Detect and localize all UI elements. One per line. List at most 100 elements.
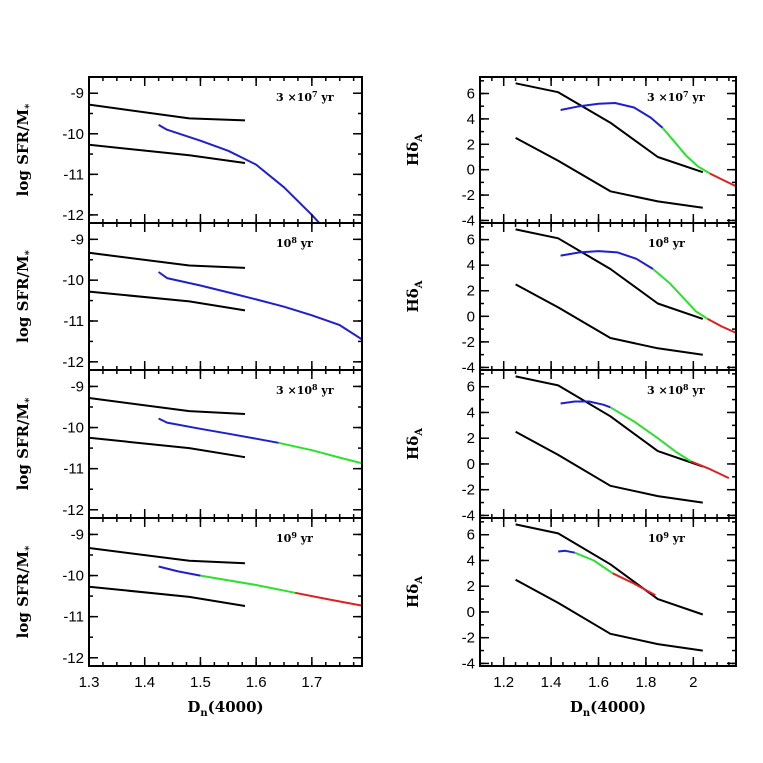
series-line-black <box>515 375 704 468</box>
y-tick-label: -9 <box>71 378 84 395</box>
series-line-red <box>709 172 736 188</box>
series-line-black <box>89 103 246 122</box>
y-axis-label: HδA <box>404 576 425 608</box>
x-tick-label: 1.6 <box>588 674 609 691</box>
y-tick-label: -10 <box>62 568 84 585</box>
series-line-black <box>515 430 703 504</box>
y-tick-label: 0 <box>467 604 475 621</box>
series-line-blue <box>158 271 362 341</box>
age-annotation: 109 yr <box>276 530 313 545</box>
series-line-red <box>690 460 730 480</box>
series-line-black <box>89 436 246 459</box>
series-line-black <box>89 547 246 565</box>
y-tick-label: -2 <box>462 482 475 499</box>
series-line-blue <box>560 250 654 270</box>
series-line-black <box>89 585 246 607</box>
x-tick-label: 2 <box>689 674 697 691</box>
age-annotation: 3 ×108 yr <box>276 382 334 397</box>
series-line-black <box>515 578 703 652</box>
panel-right-2: 6 4 2 0 -2 -4 3 ×108 yr HδA <box>404 369 737 524</box>
age-annotation: 3 ×108 yr <box>647 382 705 397</box>
y-tick-label: -2 <box>462 334 475 351</box>
y-tick-label: 0 <box>467 308 475 325</box>
panel-right-3: 6 4 2 0 -2 -4 1.2 1.4 1.6 1.8 2 109 yr HδA Dn(4000) <box>404 517 737 719</box>
y-tick-label: -9 <box>71 526 84 543</box>
y-tick-label: -10 <box>62 126 84 143</box>
y-tick-label: -11 <box>63 313 84 330</box>
plot-frame <box>88 517 363 667</box>
y-tick-label: 6 <box>467 527 475 544</box>
y-axis-label: HδA <box>404 428 425 460</box>
y-tick-label: -11 <box>63 609 84 626</box>
series-line-red <box>707 318 736 334</box>
series-line-black <box>89 290 246 312</box>
age-annotation: 108 yr <box>648 235 685 250</box>
y-tick-label: 2 <box>467 283 475 300</box>
x-axis-label: Dn(4000) <box>570 698 646 719</box>
panel-right-0: 6 4 2 0 -2 -4 3 ×107 yr HδA <box>404 76 737 229</box>
y-tick-label: -11 <box>63 461 84 478</box>
y-tick-label: -4 <box>462 359 475 376</box>
y-tick-label: -11 <box>63 166 84 183</box>
y-tick-label: 6 <box>467 86 475 103</box>
y-axis-label: HδA <box>404 134 425 166</box>
series-line-black <box>515 283 703 356</box>
series-line-green <box>609 406 692 463</box>
y-tick-label: 2 <box>467 430 475 447</box>
age-annotation: 109 yr <box>648 530 685 545</box>
x-tick-label: 1.3 <box>79 674 100 691</box>
y-tick-label: -2 <box>462 187 475 204</box>
y-axis-label: log SFR/M* <box>14 103 35 196</box>
panel-left-2: -9 -10 -11 -12 3 ×108 yr log SFR/M* <box>14 369 363 519</box>
panel-left-1: -9 -10 -11 -12 108 yr log SFR/M* <box>14 222 363 371</box>
y-tick-label: 6 <box>467 232 475 249</box>
series-line-blue <box>558 549 575 554</box>
y-axis-label: log SFR/M* <box>14 249 35 342</box>
y-axis-label: HδA <box>404 280 425 312</box>
series-line-black <box>515 137 703 209</box>
y-tick-label: -9 <box>71 231 84 248</box>
x-tick-label: 1.8 <box>635 674 656 691</box>
series-line-blue <box>560 400 611 409</box>
y-tick-label: -12 <box>62 650 84 667</box>
y-tick-label: 4 <box>467 257 475 274</box>
series-line-green <box>661 127 711 175</box>
y-axis-label: log SFR/M* <box>14 545 35 638</box>
plot-frame <box>479 517 737 667</box>
x-tick-label: 1.4 <box>134 674 155 691</box>
series-line-black <box>89 397 246 415</box>
y-tick-label: 2 <box>467 136 475 153</box>
series-line-blue <box>560 102 664 129</box>
y-tick-label: -12 <box>62 502 84 519</box>
y-tick-label: -10 <box>62 272 84 289</box>
x-axis-label: Dn(4000) <box>187 698 263 719</box>
x-tick-label: 1.7 <box>301 674 322 691</box>
y-tick-label: -9 <box>71 85 84 102</box>
y-tick-label: 0 <box>467 456 475 473</box>
age-annotation: 3 ×107 yr <box>276 89 334 104</box>
series-line-green <box>574 551 614 575</box>
series-line-green <box>200 574 296 594</box>
series-line-blue <box>158 565 201 577</box>
panel-left-0: -9 -10 -11 -12 3 ×107 yr log SFR/M* <box>14 76 363 224</box>
y-axis-label: log SFR/M* <box>14 397 35 490</box>
y-tick-label: 4 <box>467 404 475 421</box>
series-line-black <box>89 251 246 269</box>
y-tick-label: -2 <box>462 630 475 647</box>
series-line-green <box>652 268 709 320</box>
x-tick-label: 1.5 <box>190 674 211 691</box>
y-tick-label: -10 <box>62 420 84 437</box>
y-tick-label: 2 <box>467 578 475 595</box>
y-tick-label: -12 <box>62 207 84 224</box>
panel-left-3: -9 -10 -11 -12 1.3 1.4 1.5 1.6 1.7 109 yr log SFR/… <box>14 517 363 719</box>
series-line-blue <box>158 124 321 223</box>
plot-frame <box>479 222 737 371</box>
series-line-black <box>515 228 704 320</box>
y-tick-label: -4 <box>462 507 475 524</box>
y-tick-label: 4 <box>467 111 475 128</box>
series-line-black <box>515 523 704 616</box>
series-line-black <box>89 143 246 164</box>
y-tick-label: 0 <box>467 162 475 179</box>
series-line-red <box>612 572 656 597</box>
